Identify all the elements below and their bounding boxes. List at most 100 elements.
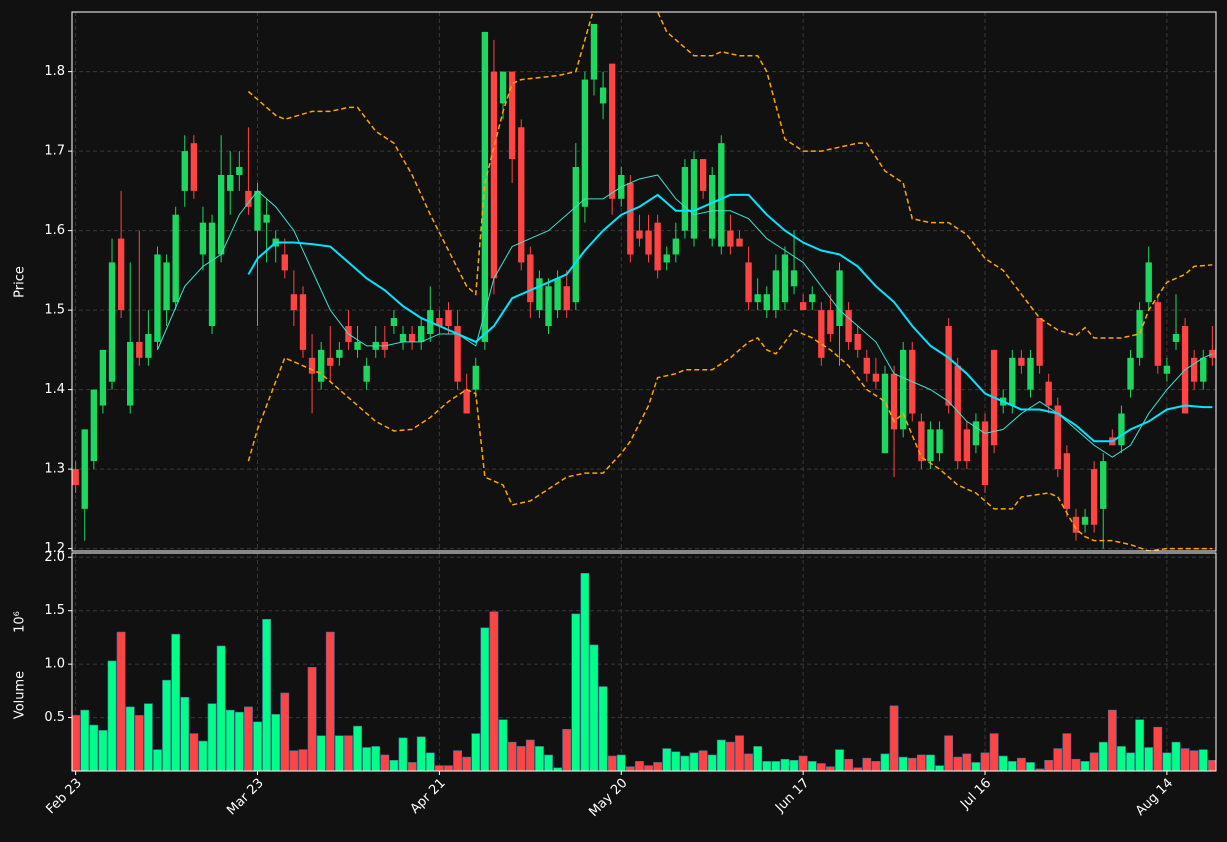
candle-body	[1154, 302, 1161, 366]
volume-bar	[816, 763, 826, 771]
candle-body	[290, 294, 298, 311]
candle-body	[308, 357, 316, 374]
volume-bar	[953, 756, 963, 771]
volume-bar	[725, 741, 735, 771]
candle-body	[854, 333, 861, 350]
candle-body	[818, 310, 825, 358]
volume-bar	[471, 733, 481, 771]
overlay-line	[247, 12, 1213, 339]
candle-body	[136, 341, 143, 358]
candle-body	[499, 71, 507, 104]
candle-body	[227, 174, 234, 191]
candle-body	[772, 270, 780, 311]
volume-bar	[516, 746, 526, 771]
volume-bar	[116, 631, 126, 771]
candle-body	[872, 373, 880, 382]
candle-body	[1190, 357, 1198, 382]
candle-body	[72, 469, 79, 486]
candle-body	[1209, 349, 1216, 358]
volume-bar	[1207, 760, 1216, 771]
volume-bar	[971, 762, 981, 771]
volume-bar	[1135, 719, 1145, 771]
volume-bar	[307, 667, 317, 771]
candle-body	[563, 286, 570, 311]
candle-body	[472, 365, 479, 390]
volume-bar	[344, 735, 353, 771]
volume-bar	[80, 709, 90, 771]
y-tick-label: 1.4	[44, 382, 65, 397]
volume-bar	[671, 751, 681, 771]
volume-bar	[644, 765, 653, 771]
candle-body	[390, 318, 398, 327]
candle-body	[645, 230, 652, 255]
volume-bar	[853, 767, 863, 771]
candle-body	[581, 79, 589, 207]
volume-bar	[689, 752, 699, 771]
candle-body	[490, 71, 498, 279]
volume-bar	[580, 573, 590, 771]
volume-bar	[607, 755, 617, 771]
volume-bar	[680, 755, 690, 771]
volume-bar	[234, 711, 244, 771]
candle-body	[881, 373, 889, 454]
y-tick-label: 1.0	[44, 657, 65, 672]
candle-body	[527, 254, 534, 303]
candle-body	[699, 159, 707, 191]
candle-body	[317, 349, 325, 382]
volume-bar	[871, 761, 881, 771]
candle-body	[554, 278, 561, 311]
volume-marks	[72, 573, 1216, 771]
y-axis-label: Volume	[13, 671, 28, 719]
volume-bar	[198, 740, 208, 771]
price-marks	[72, 12, 1216, 551]
volume-bar	[1089, 752, 1099, 771]
candle-body	[99, 349, 107, 406]
volume-bar	[616, 754, 626, 771]
candle-body	[608, 63, 616, 199]
candle-body	[863, 357, 870, 374]
volume-bar	[844, 758, 854, 771]
volume-bar	[989, 733, 999, 771]
candle-body	[172, 214, 179, 303]
volume-bar	[535, 746, 544, 771]
volume-bar	[926, 754, 935, 771]
candle-body	[963, 429, 971, 462]
candle-body	[945, 326, 952, 406]
volume-bar	[625, 766, 635, 771]
volume-bar	[1053, 748, 1063, 771]
candle-body	[436, 318, 443, 327]
volume-bar	[244, 706, 253, 771]
candle-body	[927, 429, 934, 462]
y-axis-label: Price	[13, 266, 28, 298]
candle-body	[299, 294, 307, 350]
volume-bar	[1007, 761, 1017, 771]
candle-body	[1054, 405, 1061, 470]
volume-bar	[1162, 752, 1172, 771]
candle-body	[1081, 516, 1089, 525]
volume-bar	[1098, 741, 1108, 771]
candle-body	[1145, 262, 1152, 303]
volume-bar	[253, 721, 262, 771]
candle-body	[981, 421, 989, 486]
volume-bar	[1071, 758, 1081, 771]
volume-bar	[72, 715, 81, 771]
candle-body	[972, 421, 980, 446]
candle-body	[736, 238, 743, 247]
candle-body	[727, 230, 734, 247]
candle-body	[1063, 453, 1071, 509]
candle-body	[754, 294, 761, 303]
volume-bar	[334, 735, 344, 771]
volume-bar	[698, 750, 708, 771]
volume-bar	[444, 765, 453, 771]
volume-bar	[780, 758, 790, 771]
candle-body	[1018, 357, 1025, 366]
candle-body	[190, 143, 198, 191]
volume-bar	[207, 703, 217, 771]
candle-body	[336, 349, 343, 358]
volume-bar	[735, 735, 744, 771]
candle-body	[199, 222, 207, 255]
volume-bar	[962, 753, 972, 771]
candle-body	[327, 357, 334, 366]
volume-bar	[1144, 747, 1154, 771]
candle-body	[418, 326, 425, 342]
